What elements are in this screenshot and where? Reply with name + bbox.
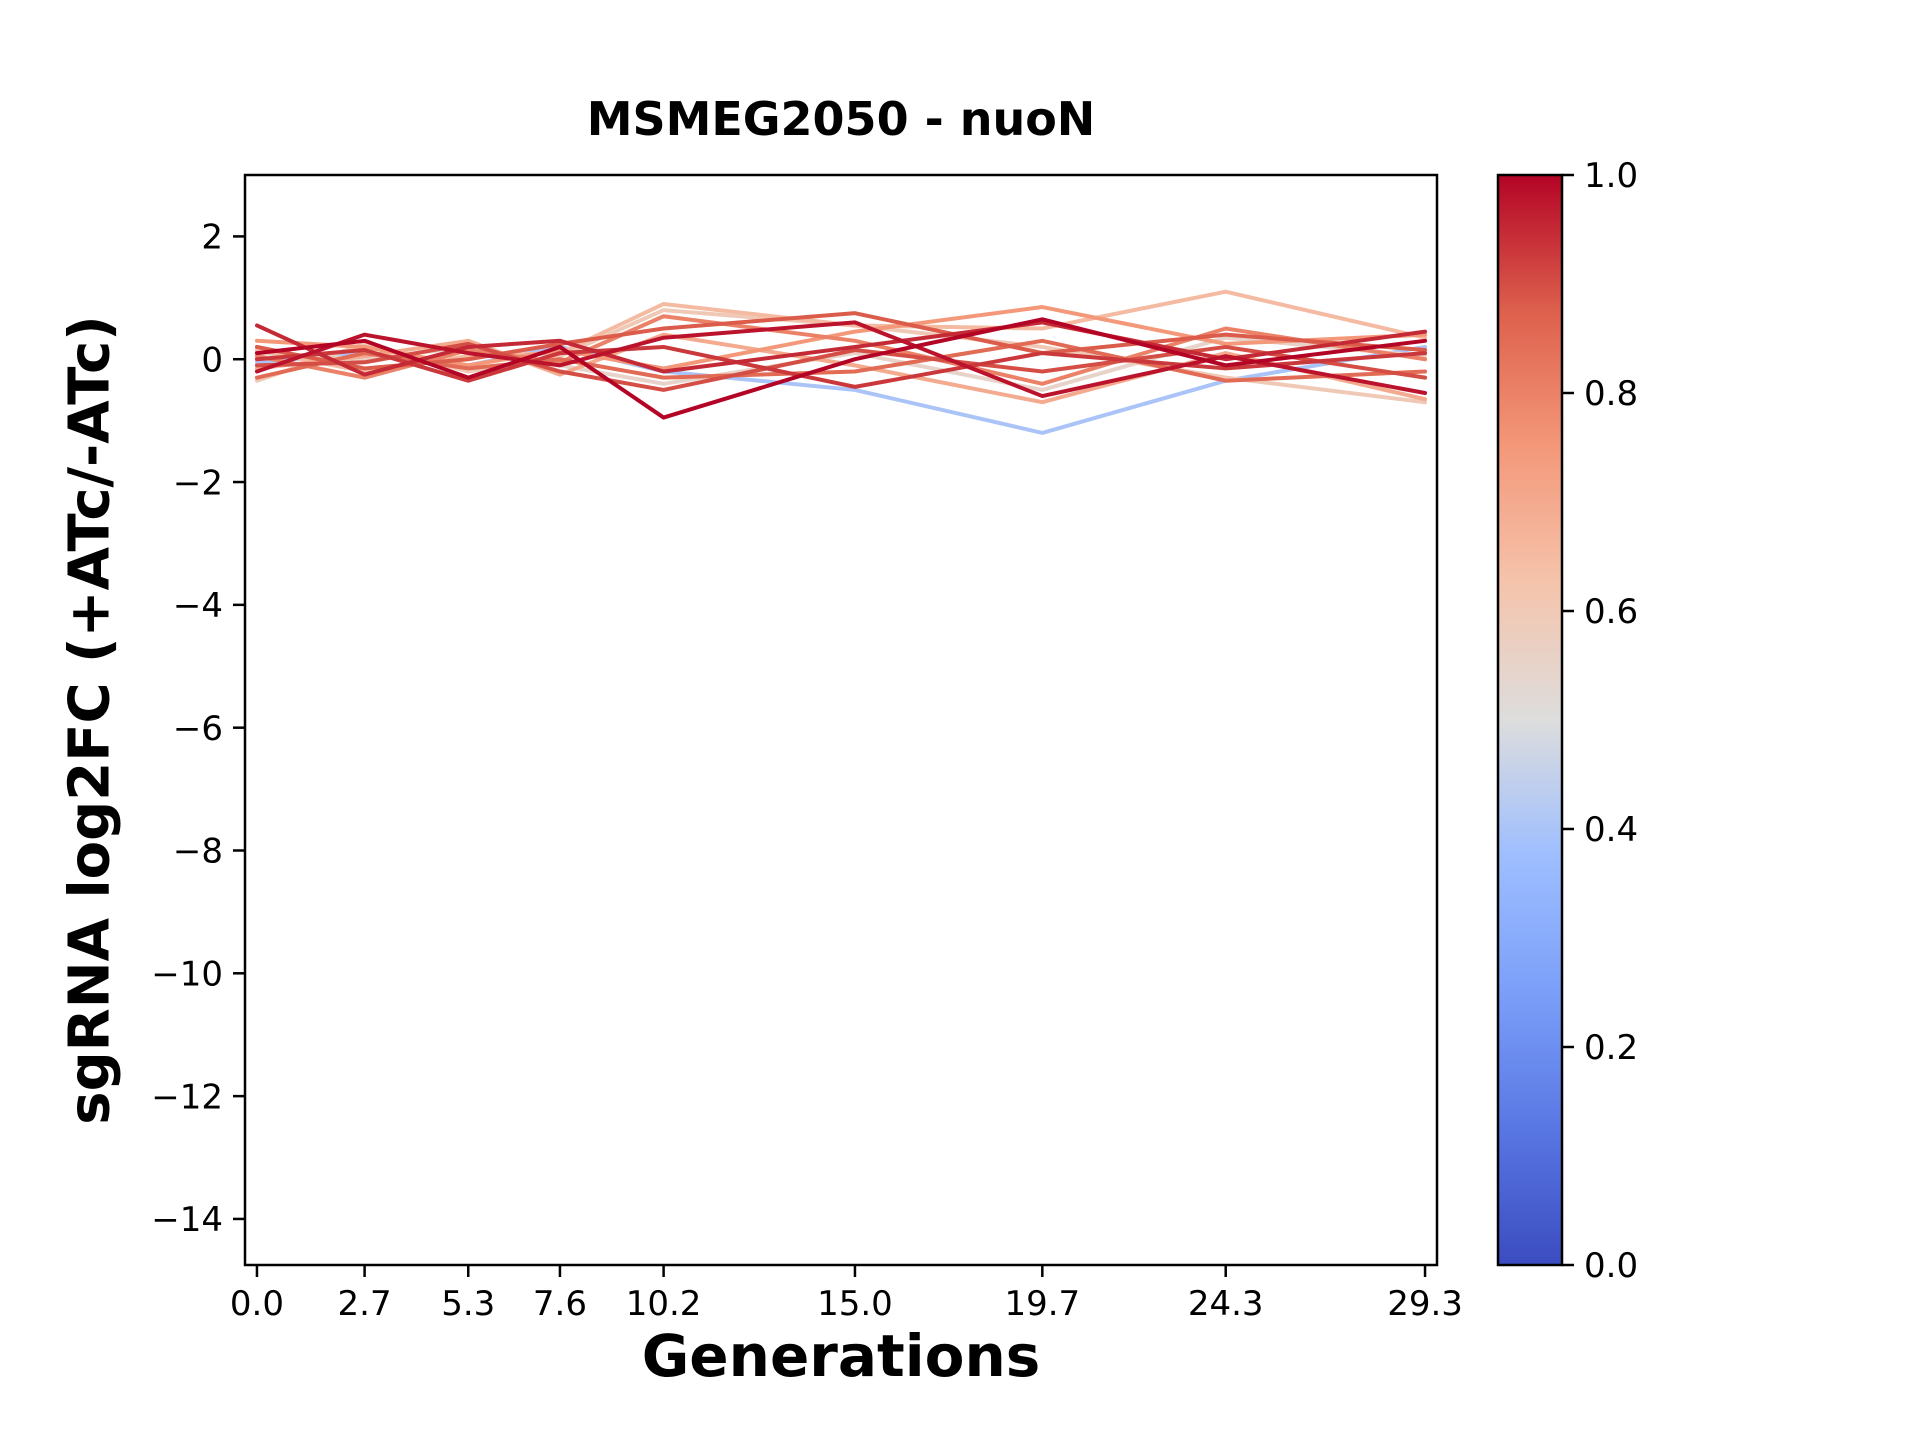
x-tick-label: 5.3 [441, 1284, 495, 1324]
colorbar-tick-label: 0.0 [1584, 1246, 1638, 1286]
x-tick-label: 15.0 [817, 1284, 893, 1324]
y-tick-label: −2 [173, 463, 223, 503]
y-tick-label: −8 [173, 832, 223, 872]
y-tick-label: 2 [201, 218, 223, 258]
series-line [254, 341, 1428, 392]
y-tick-label: −6 [173, 709, 223, 749]
x-tick-label: 2.7 [338, 1284, 392, 1324]
x-tick-label: 19.7 [1004, 1284, 1080, 1324]
x-tick-label: 10.2 [626, 1284, 702, 1324]
colorbar-tick-label: 0.4 [1584, 810, 1638, 850]
y-tick-label: −10 [151, 955, 223, 995]
chart-title: MSMEG2050 - nuoN [586, 92, 1096, 146]
x-axis-label: Generations [641, 1322, 1041, 1390]
x-tick-label: 29.3 [1387, 1284, 1463, 1324]
colorbar-tick-label: 1.0 [1584, 156, 1638, 196]
colorbar-tick-label: 0.2 [1584, 1028, 1638, 1068]
y-tick-label: −4 [173, 586, 223, 626]
colorbar-tick-label: 0.6 [1584, 592, 1638, 632]
axes-box [243, 173, 1439, 1267]
x-tick-label: 24.3 [1188, 1284, 1264, 1324]
x-tick-label: 7.6 [533, 1284, 587, 1324]
y-tick-label: −12 [151, 1077, 223, 1117]
series-line [254, 344, 1428, 389]
series-line [254, 320, 1428, 377]
colorbar [1496, 173, 1564, 1267]
y-tick-label: −14 [151, 1200, 223, 1240]
y-tick-label: 0 [201, 340, 223, 380]
series-line [254, 320, 1428, 399]
colorbar-tick-label: 0.8 [1584, 374, 1638, 414]
series-line [254, 317, 1428, 420]
x-tick-label: 0.0 [230, 1284, 284, 1324]
